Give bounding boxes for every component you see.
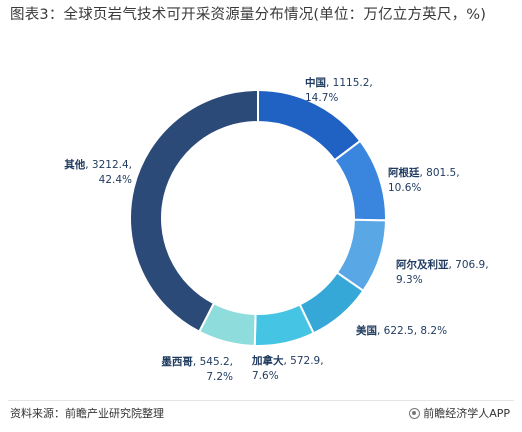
slice-label-name: 中国	[305, 76, 326, 89]
slice-label-percent: 14.7%	[305, 92, 338, 104]
footer-divider	[8, 400, 514, 401]
slice-label-name: 加拿大	[251, 354, 284, 367]
slice-label-value: , 706.9,	[449, 259, 489, 271]
slice-label-value: , 801.5,	[420, 167, 460, 179]
slice-label-percent: 7.2%	[206, 371, 233, 383]
slice-label-value: , 622.5, 8.2%	[377, 325, 447, 337]
slice-label-4: 加拿大, 572.9, 7.6%	[251, 354, 324, 382]
slice-label-3: 美国, 622.5, 8.2%	[356, 324, 447, 337]
slice-label-name: 墨西哥	[161, 356, 193, 368]
slice-labels: 中国, 1115.2, 14.7% 阿根廷, 801.5, 10.6% 阿尔及利亚, 7…	[64, 76, 488, 383]
slice-label-1: 阿根廷, 801.5, 10.6%	[388, 166, 460, 194]
slice-label-name: 其他	[64, 158, 85, 171]
slice-label-value: , 3212.4,	[85, 159, 132, 171]
brand-name: 前瞻经济学人APP	[423, 407, 510, 420]
slice-label-percent: 9.3%	[396, 274, 423, 286]
slice-label-name: 阿尔及利亚	[396, 258, 449, 271]
slice-label-name: 阿根廷	[388, 166, 420, 179]
slice-6	[129, 88, 259, 334]
chart-title: 图表3：全球页岩气技术可开采资源量分布情况(单位：万亿立方英尺，%)	[10, 7, 487, 23]
slice-label-2: 阿尔及利亚, 706.9, 9.3%	[396, 258, 489, 286]
slice-label-0: 中国, 1115.2, 14.7%	[305, 76, 373, 104]
slice-label-name: 美国	[356, 324, 377, 337]
slice-label-6: 其他, 3212.4, 42.4%	[64, 158, 132, 186]
brand-credit: 前瞻经济学人APP	[409, 405, 510, 421]
slice-label-5: 墨西哥, 545.2, 7.2%	[161, 356, 233, 383]
slice-label-percent: 10.6%	[388, 182, 421, 194]
source-note: 资料来源：前瞻产业研究院整理	[10, 407, 164, 420]
slice-label-value: , 572.9,	[284, 355, 324, 367]
slice-label-value: , 545.2,	[193, 356, 233, 368]
slice-label-value: , 1115.2,	[326, 77, 373, 89]
slice-label-percent: 42.4%	[99, 174, 132, 186]
donut-slices	[129, 88, 387, 347]
brand-logo-icon	[409, 407, 421, 419]
slice-label-percent: 7.6%	[252, 370, 279, 382]
